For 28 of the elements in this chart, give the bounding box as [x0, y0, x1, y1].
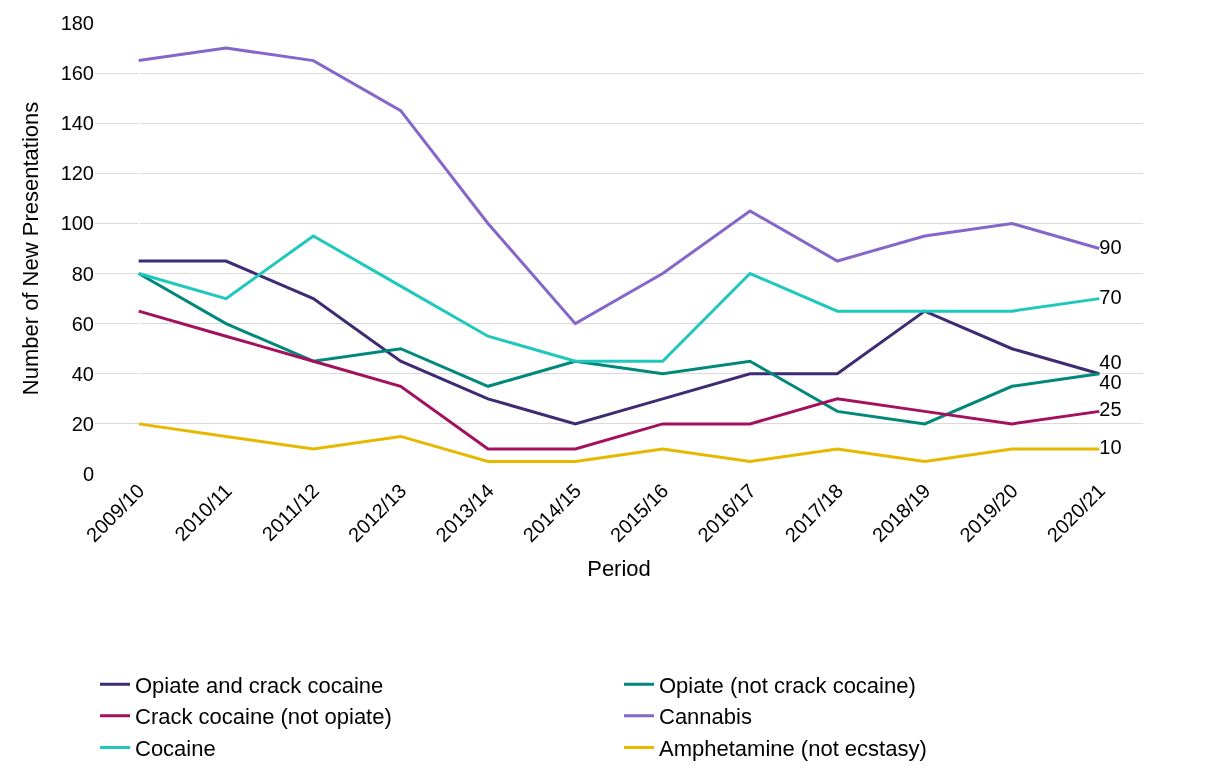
legend-label: Opiate and crack cocaine [135, 672, 384, 698]
data-label: 90 [1099, 235, 1122, 258]
y-tick-label: 180 [60, 12, 94, 34]
y-tick-label: 20 [71, 412, 94, 435]
data-label: 40 [1099, 350, 1122, 373]
legend-label: Crack cocaine (not opiate) [135, 704, 392, 730]
y-tick-label: 80 [71, 262, 94, 285]
data-label: 10 [1099, 435, 1122, 458]
y-axis-title: Number of New Presentations [18, 101, 44, 396]
legend-label: Amphetamine (not ecstasy) [659, 736, 927, 761]
line-series [137, 309, 1101, 451]
data-label: 25 [1099, 398, 1122, 421]
line-series [137, 422, 1101, 463]
y-tick-label: 120 [60, 162, 94, 185]
legend-label: Cocaine [135, 736, 216, 761]
y-tick-label: 100 [60, 212, 94, 235]
data-label: 70 [1099, 285, 1122, 308]
legend-label: Opiate (not crack cocaine) [659, 672, 916, 698]
legend-label: Cannabis [659, 704, 752, 730]
line-series [137, 46, 1101, 326]
y-tick-label: 60 [71, 312, 94, 335]
y-tick-label: 160 [60, 62, 94, 85]
data-label: 40 [1099, 370, 1122, 393]
y-tick-label: 140 [60, 112, 94, 135]
y-tick-label: 40 [71, 362, 94, 385]
y-tick-label: 0 [82, 463, 94, 485]
line-series [137, 234, 1101, 363]
x-axis-title: Period [587, 555, 651, 581]
